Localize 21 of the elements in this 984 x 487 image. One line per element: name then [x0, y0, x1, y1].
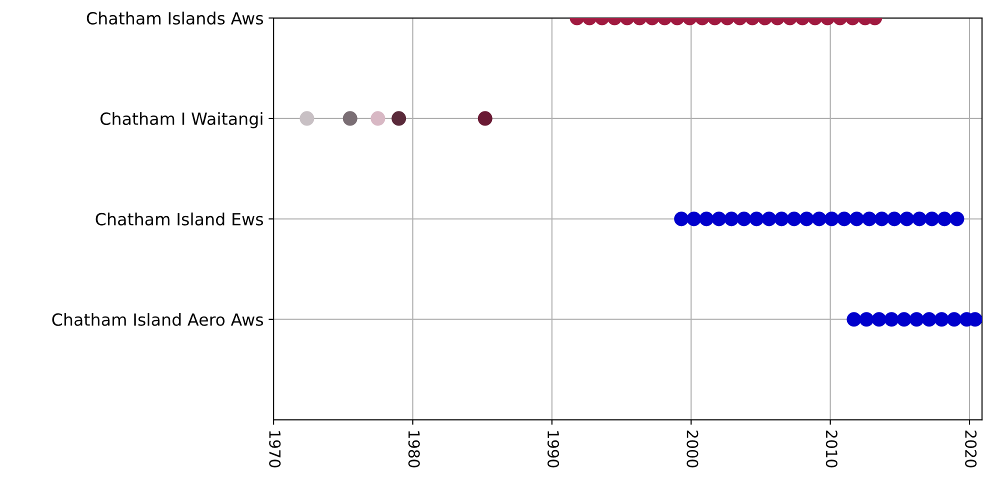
- y-tick-label: Chatham Islands Aws: [86, 12, 264, 25]
- point: [762, 212, 776, 226]
- point: [749, 212, 764, 226]
- point: [774, 212, 789, 226]
- x-tick-label: 2010: [826, 430, 838, 468]
- point: [712, 212, 726, 226]
- x-tick-label: 1990: [548, 431, 560, 468]
- point: [724, 212, 739, 226]
- point: [786, 212, 802, 226]
- point: [736, 212, 752, 226]
- x-tick-label: 2000: [686, 430, 698, 468]
- y-tick-label: Chatham Island Ews: [96, 212, 264, 226]
- x-tick-label: 2020: [965, 430, 977, 468]
- x-tick-label: 1980: [408, 431, 420, 468]
- y-tick-label: Chatham Island Aero Aws: [52, 313, 264, 326]
- x-tick-label: 1970: [269, 431, 281, 468]
- point: [699, 212, 714, 226]
- point: [686, 212, 702, 226]
- y-tick-label: Chatham I Waitangi: [100, 112, 262, 128]
- point: [799, 212, 814, 226]
- point: [674, 212, 689, 226]
